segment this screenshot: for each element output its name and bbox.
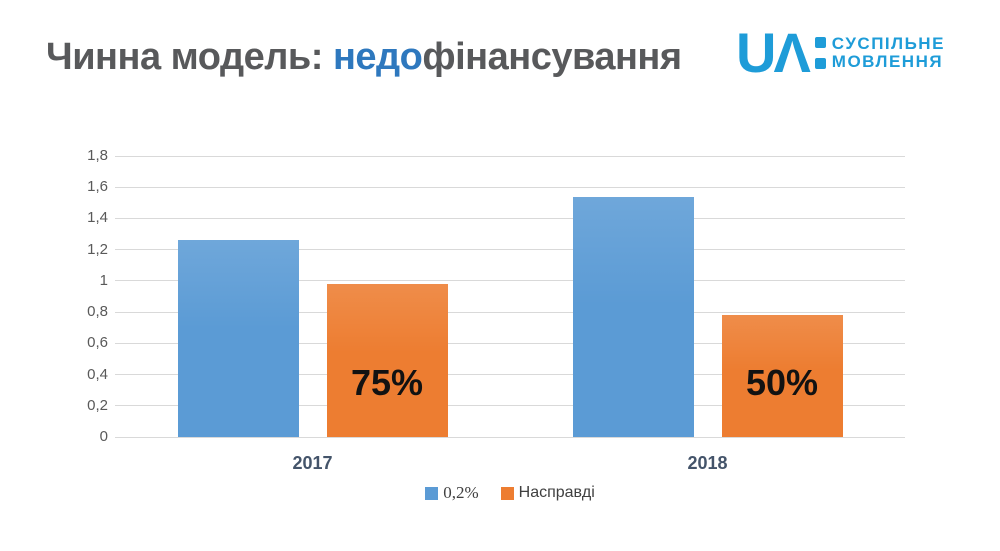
logo-text-line1: СУСПІЛЬНЕ — [831, 34, 945, 53]
page-title: Чинна модель: недофінансування — [46, 34, 682, 80]
chart-legend: 0,2% Насправді — [115, 483, 905, 503]
logo-colon-dot-top — [814, 37, 826, 48]
legend-item-series1: 0,2% — [425, 483, 479, 503]
bar-data-label: 75% — [350, 362, 424, 403]
y-tick-label: 0,2 — [87, 396, 108, 414]
y-tick-label: 0,8 — [87, 303, 108, 321]
gridline — [115, 342, 905, 344]
gridline — [115, 374, 905, 376]
gridline — [115, 311, 905, 313]
ua-suspilne-logo: UΛ СУСПІЛЬНЕ МОВЛЕННЯ — [736, 21, 945, 84]
bar-2018-series1 — [572, 196, 694, 437]
y-tick-label: 1,2 — [87, 240, 108, 258]
y-tick-label: 1,8 — [87, 147, 108, 164]
legend-swatch-icon — [500, 486, 514, 500]
legend-item-series2: Насправді — [500, 484, 595, 502]
legend-label: Насправді — [518, 484, 595, 501]
gridline — [115, 436, 905, 438]
gridline — [115, 186, 905, 188]
legend-label: 0,2% — [443, 483, 479, 502]
bar-2017-series2 — [326, 284, 448, 437]
page-title-suffix: фінансування — [422, 36, 682, 78]
y-tick-label: 0,4 — [87, 365, 108, 383]
gridline — [115, 280, 905, 282]
gridline — [115, 217, 905, 219]
gridline — [115, 405, 905, 407]
legend-swatch-icon — [425, 486, 439, 500]
gridline — [115, 249, 905, 251]
page-title-highlight: недо — [332, 36, 423, 78]
logo-text-line2: МОВЛЕННЯ — [831, 52, 944, 71]
bar-2018-series2 — [721, 315, 843, 437]
bar-data-label: 50% — [745, 362, 819, 403]
gridline — [115, 155, 905, 157]
logo-wordmark: UΛ — [736, 21, 811, 84]
y-tick-label: 0 — [99, 428, 108, 445]
x-tick-label: 2018 — [687, 453, 728, 473]
page-title-prefix: Чинна модель: — [46, 36, 333, 78]
y-tick-label: 1,6 — [87, 178, 108, 196]
y-tick-label: 0,6 — [87, 334, 108, 352]
logo-colon-icon — [814, 37, 826, 69]
x-tick-label: 2017 — [292, 453, 333, 473]
y-tick-label: 1 — [99, 271, 108, 289]
logo-text: СУСПІЛЬНЕ МОВЛЕННЯ — [832, 35, 945, 71]
bar-2017-series1 — [177, 240, 299, 437]
y-tick-label: 1,4 — [87, 209, 108, 227]
logo-colon-dot-bottom — [814, 58, 826, 69]
plot-area: 75% 50% — [115, 155, 905, 438]
